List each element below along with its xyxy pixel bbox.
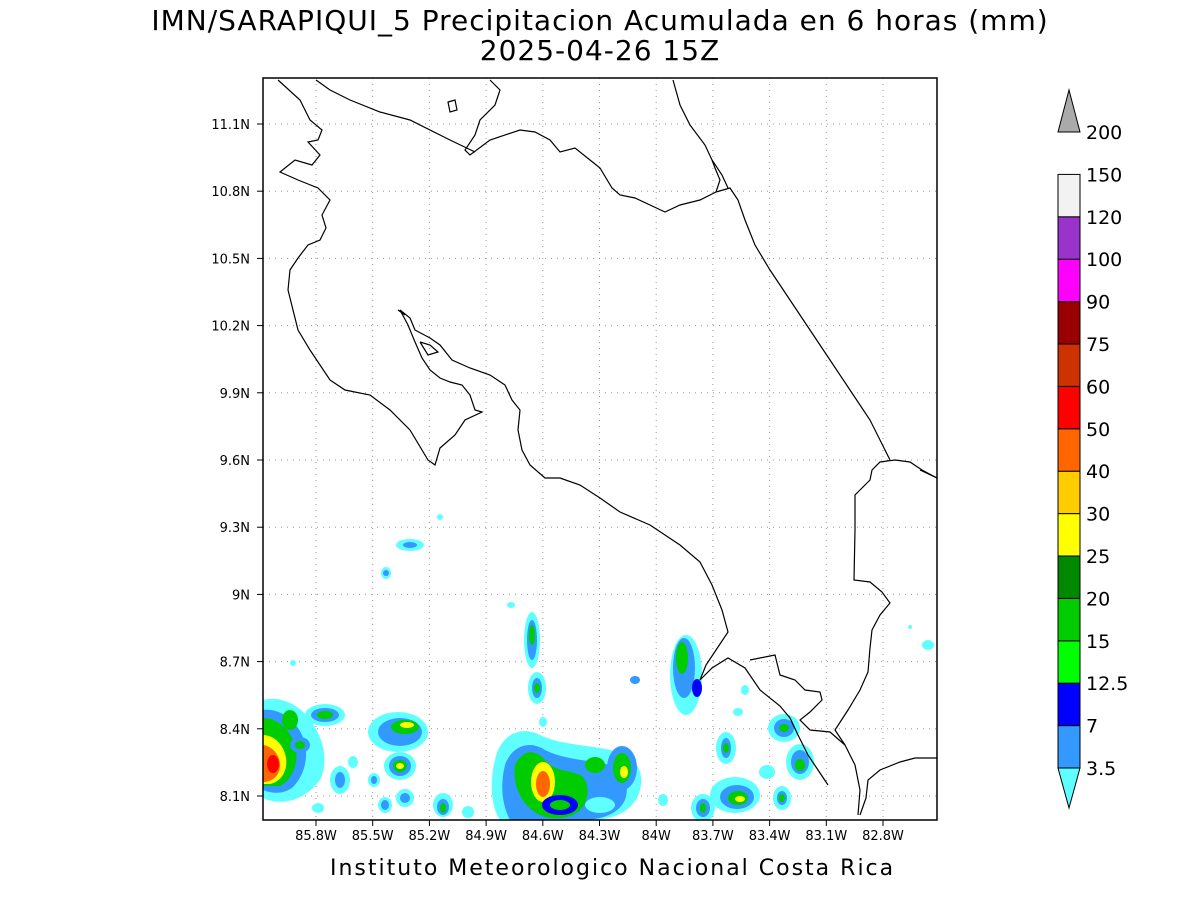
- footer-credit: Instituto Meteorologico Nacional Costa R…: [330, 856, 896, 881]
- latitude-tick-label: 9.9N: [220, 387, 250, 402]
- colorbar-swatch: [1057, 428, 1081, 472]
- colorbar-swatch: [1057, 597, 1081, 642]
- colorbar-upper-arrow: [1057, 88, 1081, 133]
- colorbar-label: 200: [1086, 122, 1122, 144]
- longitude-tick-label: 83.4W: [749, 829, 791, 844]
- colorbar-swatch: [1057, 301, 1081, 345]
- colorbar-label: 50: [1086, 419, 1110, 441]
- longitude-tick-label: 84W: [641, 829, 671, 844]
- colorbar-swatch: [1057, 173, 1081, 218]
- rain-cluster-central: [491, 602, 668, 820]
- map-title: IMN/SARAPIQUI_5 Precipitacion Acumulada …: [151, 4, 1049, 37]
- colorbar-label: 75: [1086, 334, 1110, 356]
- colorbar-swatch: [1057, 640, 1081, 684]
- colorbar-swatch: [1057, 513, 1081, 557]
- latitude-tick-label: 9.6N: [220, 454, 250, 469]
- colorbar-swatch: [1057, 555, 1081, 599]
- colorbar-label: 12.5: [1086, 673, 1128, 695]
- colorbar-label: 30: [1086, 504, 1110, 526]
- map-subtitle: 2025-04-26 15Z: [479, 34, 721, 67]
- longitude-tick-label: 85.5W: [352, 829, 394, 844]
- latitude-tick-label: 8.1N: [220, 790, 250, 805]
- colorbar-lower-arrow: [1057, 767, 1081, 810]
- precipitation-field: [263, 514, 934, 820]
- latitude-tick-label: 10.2N: [211, 320, 250, 335]
- colorbar-label: 7: [1086, 716, 1098, 738]
- rain-cluster-west: [263, 660, 358, 813]
- gridlines: [263, 78, 937, 820]
- coastlines: [277, 79, 937, 816]
- colorbar-swatch: [1057, 258, 1081, 303]
- colorbar-label: 3.5: [1086, 758, 1116, 780]
- colorbar-swatch: [1057, 216, 1081, 260]
- colorbar-label: 150: [1086, 164, 1122, 186]
- rain-cluster-east: [670, 625, 934, 820]
- latitude-tick-label: 11.1N: [211, 118, 250, 133]
- rain-cluster-85w: [368, 514, 474, 818]
- colorbar-swatch: [1057, 682, 1081, 727]
- longitude-tick-label: 85.2W: [408, 829, 450, 844]
- latitude-tick-label: 10.5N: [211, 252, 250, 267]
- latitude-axis: 11.1N 10.8N 10.5N 10.2N 9.9N 9.6N 9.3N 9N 8.7N 8.…: [211, 118, 263, 805]
- latitude-tick-label: 9.3N: [220, 521, 250, 536]
- colorbar-swatch: [1057, 470, 1081, 515]
- colorbar-label: 15: [1086, 631, 1110, 653]
- longitude-tick-label: 83.1W: [805, 829, 847, 844]
- longitude-tick-label: 84.3W: [579, 829, 621, 844]
- colorbar-swatch: [1057, 385, 1081, 430]
- longitude-axis: 85.8W 85.5W 85.2W 84.9W 84.6W 84.3W 84W 83.7W 83…: [295, 820, 904, 844]
- colorbar-label: 20: [1086, 588, 1110, 610]
- colorbar-label: 100: [1086, 249, 1122, 271]
- latitude-tick-label: 9N: [232, 588, 250, 603]
- colorbar-swatch: [1057, 725, 1081, 769]
- colorbar-label: 40: [1086, 461, 1110, 483]
- longitude-tick-label: 84.6W: [522, 829, 564, 844]
- colorbar-label: 120: [1086, 207, 1122, 229]
- longitude-tick-label: 85.8W: [295, 829, 337, 844]
- colorbar-legend: 3.5 7 12.5 15 20 25 30 40 50 60 75 90 100 120 150 200: [1057, 88, 1128, 810]
- longitude-tick-label: 84.9W: [465, 829, 507, 844]
- colorbar-label: 60: [1086, 376, 1110, 398]
- latitude-tick-label: 8.7N: [220, 656, 250, 671]
- colorbar-label: 25: [1086, 546, 1110, 568]
- colorbar-label: 90: [1086, 292, 1110, 314]
- latitude-tick-label: 10.8N: [211, 185, 250, 200]
- colorbar-swatch: [1057, 343, 1081, 387]
- latitude-tick-label: 8.4N: [220, 723, 250, 738]
- longitude-tick-label: 83.7W: [692, 829, 734, 844]
- longitude-tick-label: 82.8W: [862, 829, 904, 844]
